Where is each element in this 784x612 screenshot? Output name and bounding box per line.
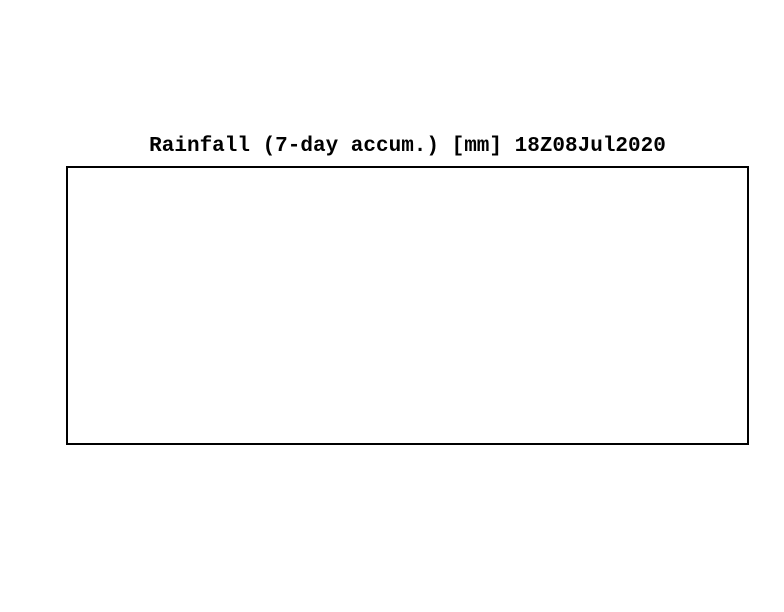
color-legend [140, 517, 660, 565]
map-plot-area [66, 166, 749, 445]
chart-title: Rainfall (7-day accum.) [mm] 18Z08Jul202… [149, 135, 666, 158]
